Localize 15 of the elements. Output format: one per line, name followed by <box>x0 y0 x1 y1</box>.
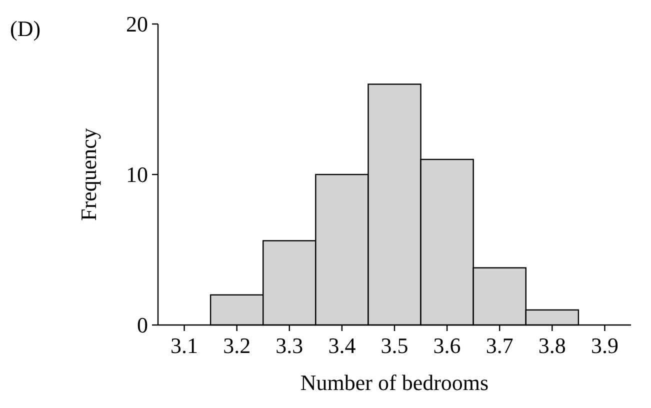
x-tick-label: 3.6 <box>433 333 461 358</box>
x-tick-label: 3.7 <box>486 333 514 358</box>
y-tick-label: 20 <box>126 12 148 37</box>
x-tick-label: 3.1 <box>170 333 198 358</box>
y-tick-label: 0 <box>137 312 148 338</box>
y-tick-label: 10 <box>126 162 148 188</box>
x-axis-title: Number of bedrooms <box>300 370 489 395</box>
x-tick-label: 3.9 <box>590 333 618 358</box>
x-tick-label: 3.3 <box>276 333 304 358</box>
x-tick-label: 3.8 <box>538 333 566 358</box>
x-tick-label: 3.5 <box>380 333 408 358</box>
text: (D) <box>10 16 41 41</box>
x-tick-label: 3.2 <box>223 333 251 358</box>
y-axis-title: Frequency <box>76 128 101 221</box>
x-tick-label: 3.4 <box>328 333 356 358</box>
